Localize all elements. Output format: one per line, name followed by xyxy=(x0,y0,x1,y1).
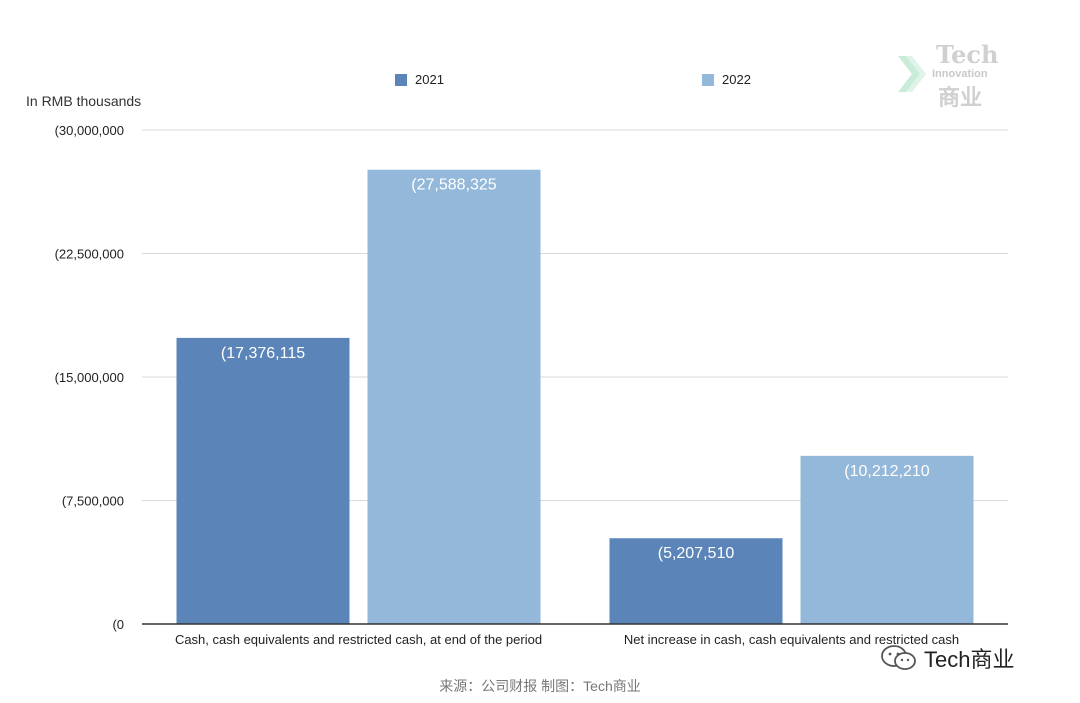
source-caption: 来源：公司财报 制图：Tech商业 xyxy=(439,678,641,694)
wechat-account-name: Tech商业 xyxy=(924,647,1015,672)
legend-label-2021: 2021 xyxy=(415,72,444,87)
x-category-label: Cash, cash equivalents and restricted ca… xyxy=(175,632,542,647)
y-tick-label: (30,000,000 xyxy=(55,123,124,138)
logo-cn-text: 商业 xyxy=(938,85,983,110)
legend-item-2022: 2022 xyxy=(702,72,751,87)
x-category-label: Net increase in cash, cash equivalents a… xyxy=(624,632,959,647)
bar-data-label: (10,212,210 xyxy=(844,463,930,480)
wechat-icon xyxy=(881,645,916,670)
legend-item-2021: 2021 xyxy=(395,72,444,87)
legend-swatch-2022 xyxy=(702,73,714,86)
bar xyxy=(800,455,974,624)
y-tick-label: (7,500,000 xyxy=(62,494,124,509)
bar-data-label: (27,588,325 xyxy=(411,177,497,194)
logo-innovation-text: Innovation xyxy=(932,68,988,80)
y-tick-label: (22,500,000 xyxy=(55,247,124,262)
chevron-logo-icon xyxy=(898,56,926,92)
wechat-account: Tech商业 xyxy=(880,642,1014,674)
bar xyxy=(176,337,350,624)
bar-data-label: (17,376,115 xyxy=(221,345,305,362)
bar xyxy=(367,169,541,624)
legend-swatch-2021 xyxy=(395,73,407,86)
y-tick-label: (15,000,000 xyxy=(55,370,124,385)
legend-label-2022: 2022 xyxy=(722,72,751,87)
y-tick-label: (0 xyxy=(112,617,124,632)
y-axis-unit-label: In RMB thousands xyxy=(26,93,142,109)
bar xyxy=(609,538,783,624)
tech-innovation-logo: Tech Innovation 商业 xyxy=(896,40,1006,110)
logo-tech-text: Tech xyxy=(936,40,999,69)
bar-data-label: (5,207,510 xyxy=(658,545,735,562)
